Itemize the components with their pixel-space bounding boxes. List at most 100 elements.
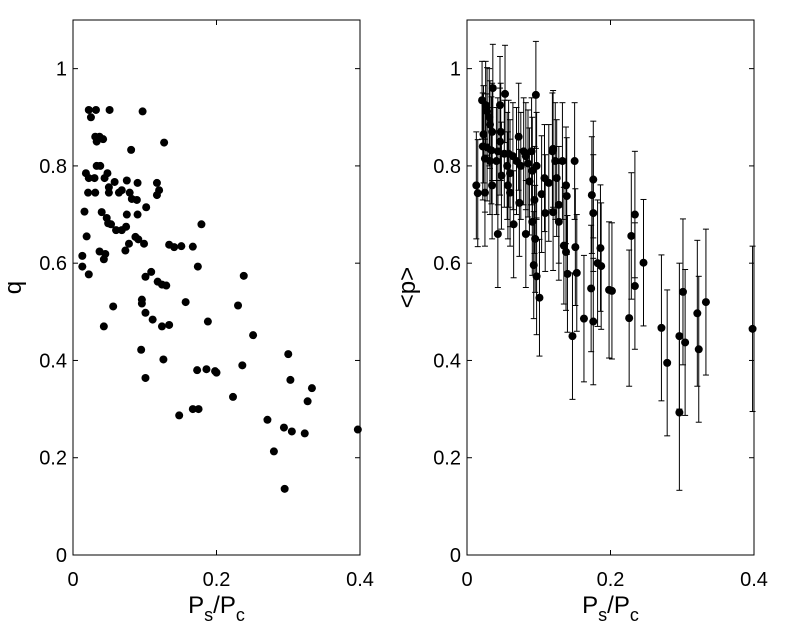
x-tick-label: 0 xyxy=(67,569,78,591)
data-point xyxy=(544,178,553,187)
data-point xyxy=(541,209,550,218)
data-point xyxy=(587,191,596,200)
data-point xyxy=(99,255,108,264)
data-point xyxy=(142,203,151,212)
y-axis-label: <p> xyxy=(394,267,421,308)
data-point xyxy=(91,188,100,197)
data-point xyxy=(78,251,87,260)
data-point xyxy=(535,293,544,302)
y-tick-label: 1 xyxy=(450,59,461,81)
data-point xyxy=(554,200,563,209)
y-tick-label: 0.2 xyxy=(39,448,67,470)
data-point xyxy=(193,366,202,375)
data-point xyxy=(188,242,197,251)
data-point xyxy=(506,169,515,178)
plot-area xyxy=(72,19,361,556)
data-point xyxy=(587,284,596,293)
data-point xyxy=(80,207,89,216)
data-point xyxy=(681,338,690,347)
data-point xyxy=(493,230,502,238)
data-point xyxy=(487,146,496,155)
data-point xyxy=(134,235,143,244)
data-point xyxy=(122,176,131,185)
data-point xyxy=(141,272,150,281)
data-point xyxy=(627,231,636,240)
data-point xyxy=(100,174,109,183)
data-point xyxy=(701,298,710,307)
data-point xyxy=(152,178,161,187)
y-tick-label: 0.8 xyxy=(39,156,67,178)
data-point xyxy=(117,226,126,235)
data-point xyxy=(693,309,702,318)
data-point xyxy=(162,281,171,290)
data-point xyxy=(97,208,106,217)
data-point xyxy=(239,271,248,280)
data-point xyxy=(112,226,121,235)
data-point xyxy=(157,322,166,331)
data-point xyxy=(570,157,579,166)
data-point xyxy=(92,137,101,146)
data-point xyxy=(193,262,202,271)
data-point xyxy=(91,105,100,114)
x-tick-label: 0.4 xyxy=(740,569,768,591)
y-tick-label: 0.4 xyxy=(39,350,67,372)
data-point xyxy=(675,332,684,341)
x-tick-label: 0.4 xyxy=(346,569,374,591)
y-tick-label: 0.4 xyxy=(433,350,461,372)
data-point xyxy=(197,220,206,229)
data-point xyxy=(238,361,247,370)
data-point xyxy=(159,355,168,364)
data-point xyxy=(82,232,91,241)
data-point xyxy=(147,267,156,276)
data-point xyxy=(202,365,211,374)
data-point xyxy=(528,166,537,175)
x-tick-label: 0.2 xyxy=(203,569,231,591)
data-point xyxy=(503,161,512,170)
data-point xyxy=(657,323,666,332)
data-point xyxy=(549,208,558,217)
data-point xyxy=(121,246,130,255)
data-point xyxy=(597,262,606,271)
data-point xyxy=(141,308,150,317)
y-tick-label: 0.6 xyxy=(39,253,67,275)
data-point xyxy=(480,188,489,197)
data-point xyxy=(528,217,537,226)
data-point xyxy=(229,392,238,401)
data-point xyxy=(571,243,580,252)
y-tick-label: 1 xyxy=(56,59,67,81)
data-point xyxy=(269,447,278,456)
data-point xyxy=(148,315,157,324)
data-point xyxy=(572,268,581,277)
data-point xyxy=(138,107,147,116)
data-point xyxy=(630,282,639,291)
data-point xyxy=(563,269,572,278)
data-point xyxy=(234,301,243,310)
data-point xyxy=(284,350,293,359)
data-point xyxy=(99,322,108,331)
data-point xyxy=(84,188,93,197)
data-point xyxy=(530,195,539,204)
data-point xyxy=(472,181,481,190)
data-point xyxy=(473,189,482,198)
data-point xyxy=(90,174,99,183)
x-axis-label: Ps/Pc xyxy=(188,592,245,625)
data-point xyxy=(625,314,634,323)
data-point xyxy=(188,405,197,414)
data-point xyxy=(479,130,488,139)
data-point xyxy=(554,217,563,226)
data-point xyxy=(279,423,288,432)
data-point xyxy=(485,157,494,166)
data-point xyxy=(99,135,108,144)
data-point xyxy=(84,270,93,279)
data-point xyxy=(675,408,684,417)
data-point xyxy=(286,375,295,384)
data-point xyxy=(531,234,540,243)
data-point xyxy=(160,138,169,147)
data-point xyxy=(493,147,502,156)
x-tick-label: 0 xyxy=(461,569,472,591)
data-point xyxy=(307,384,316,393)
data-point xyxy=(165,320,174,329)
data-point xyxy=(175,411,184,420)
data-point xyxy=(488,84,497,93)
